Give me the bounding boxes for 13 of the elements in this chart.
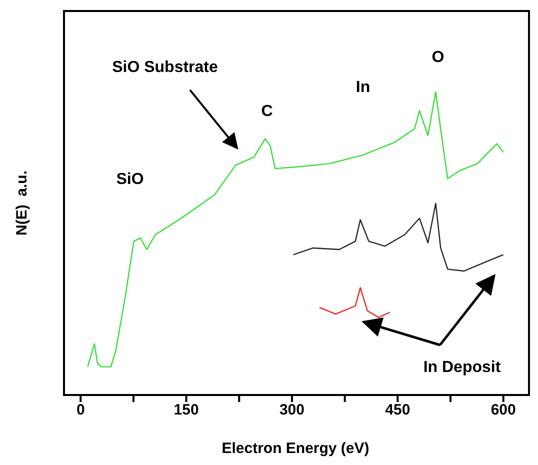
x-tick-label: 150: [174, 402, 199, 419]
annotation: SiO: [116, 171, 144, 189]
x-axis-title: Electron Energy (eV): [222, 440, 370, 457]
x-tick-label: 450: [385, 402, 410, 419]
text: SiO Substrate: [112, 59, 218, 77]
annotation: In Deposit: [423, 359, 501, 377]
x-tick-label: 0: [76, 402, 85, 419]
annotation: In: [356, 79, 370, 97]
text: O: [432, 49, 444, 67]
y-axis-title: N(E) a.u.: [14, 170, 30, 236]
x-tick-label: 600: [490, 402, 516, 419]
annotation: C: [261, 103, 273, 121]
x-tick-label: 300: [279, 402, 304, 419]
